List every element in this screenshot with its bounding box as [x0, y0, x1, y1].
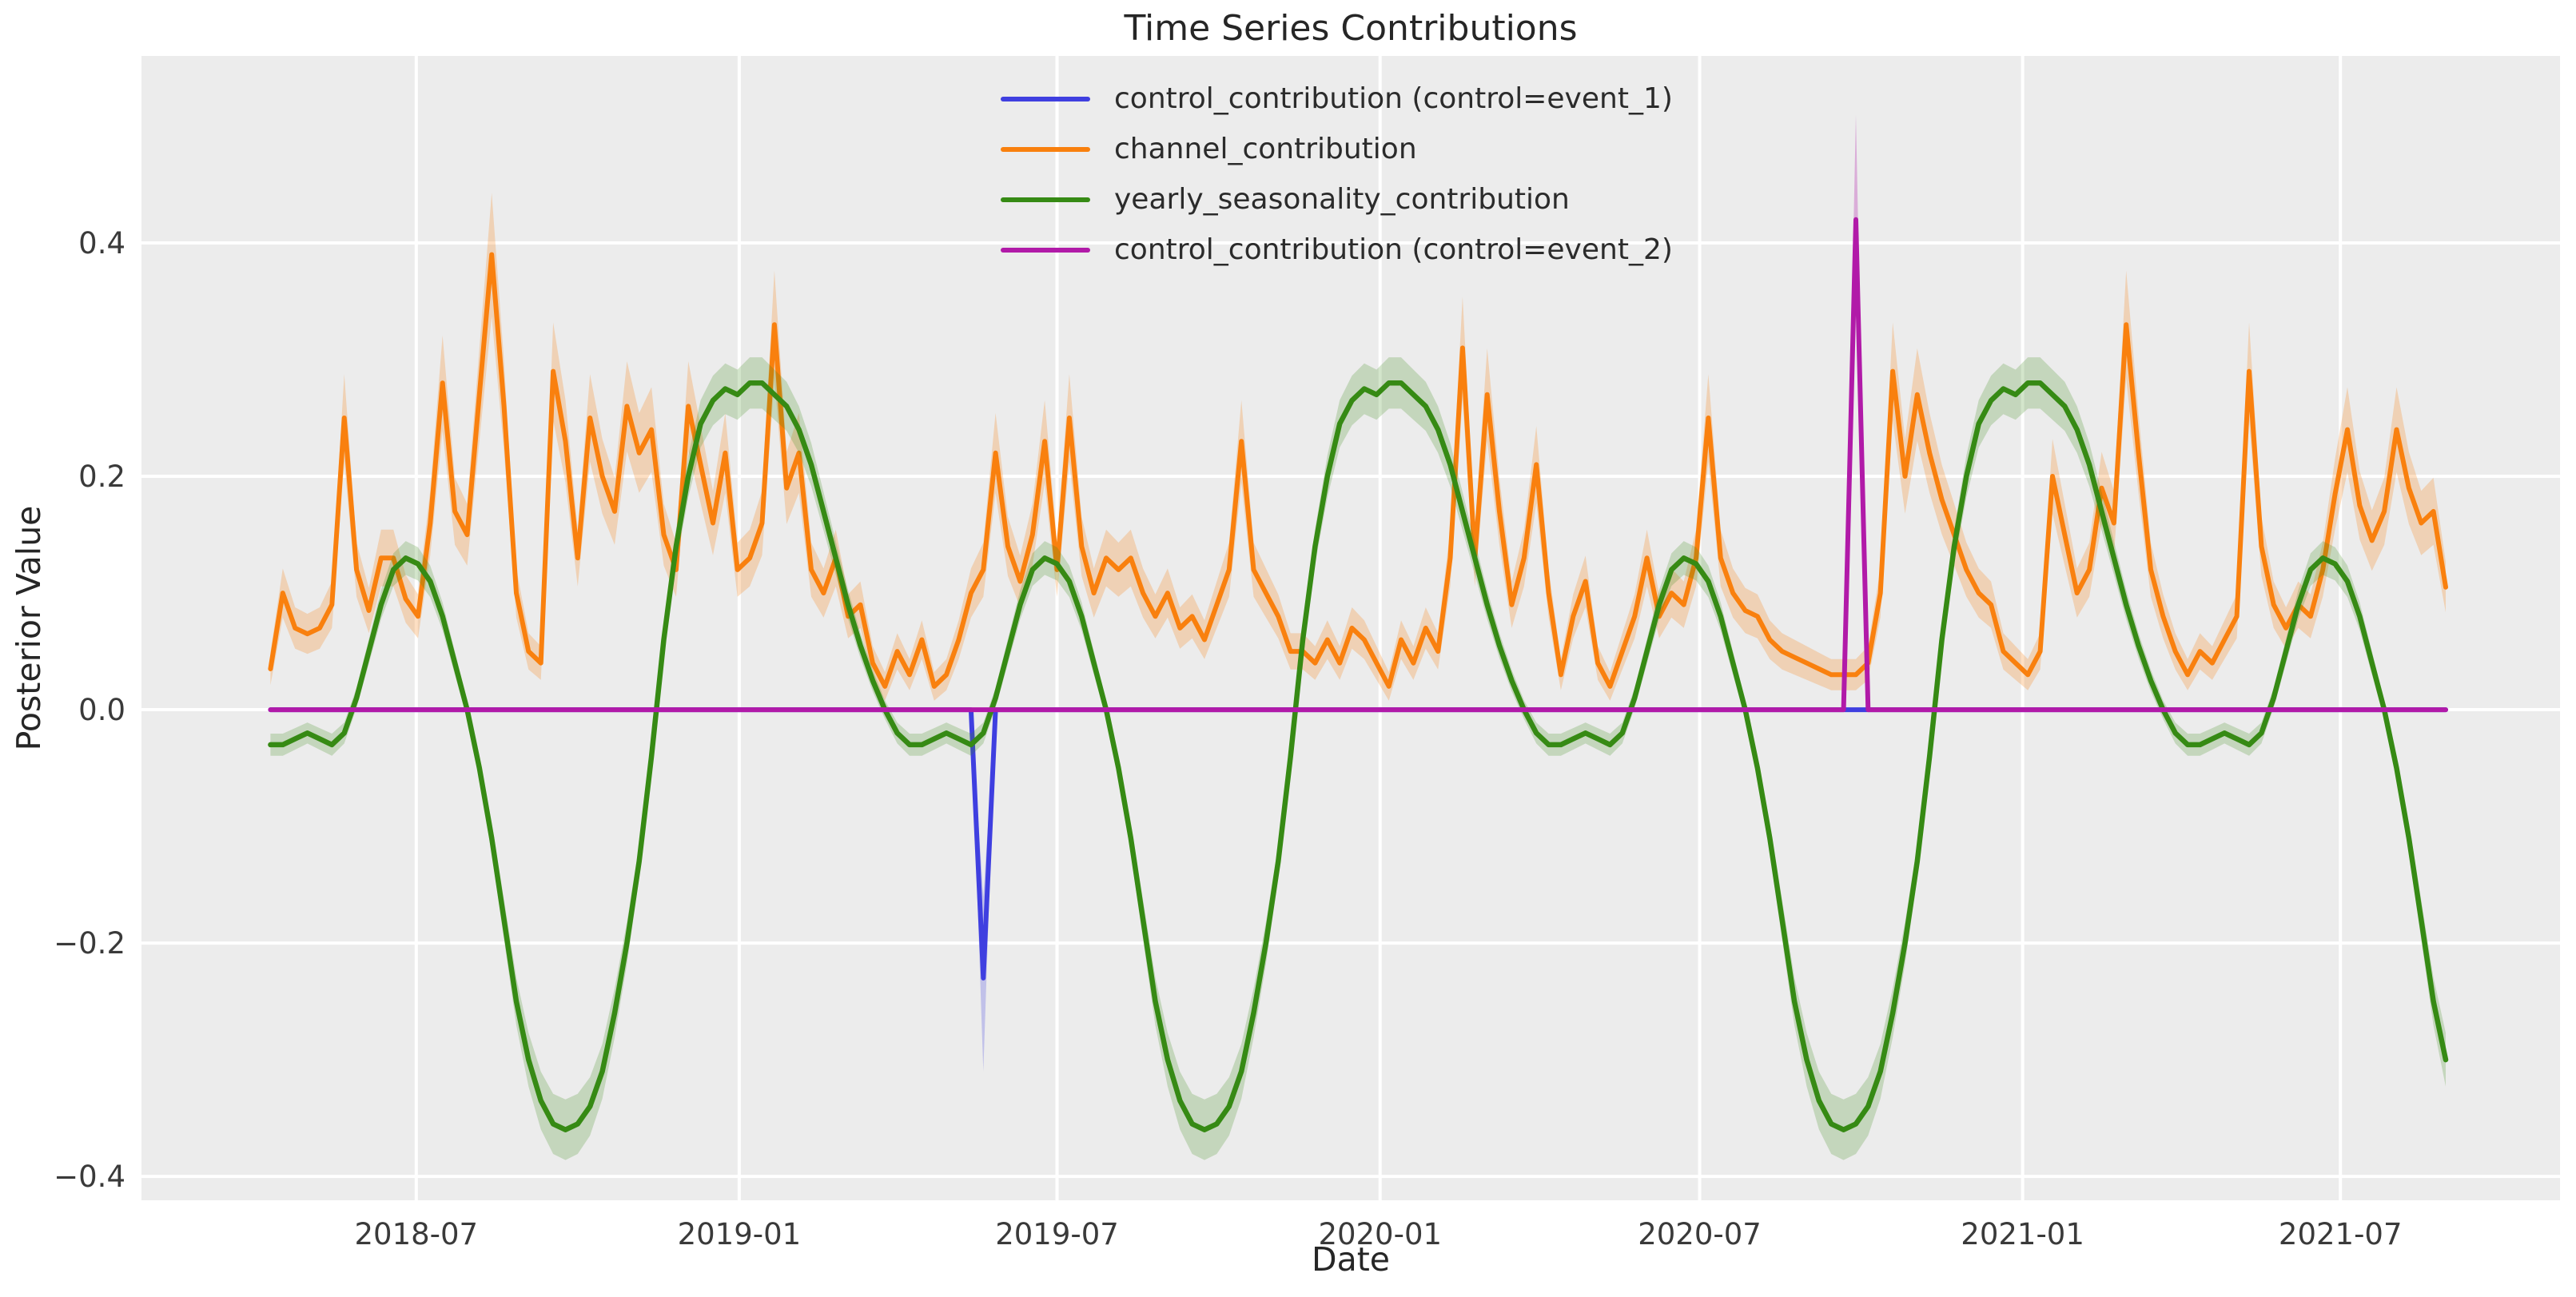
y-axis-label: Posterior Value — [10, 505, 48, 751]
legend-swatch-icon — [1001, 247, 1090, 253]
y-tick-label: 0.2 — [78, 460, 125, 494]
series-control-event-2-line — [268, 217, 2448, 713]
chart-title: Time Series Contributions — [1124, 8, 1578, 49]
legend-item: control_contribution (control=event_1) — [1001, 74, 1673, 124]
series-channel-line — [268, 252, 2448, 689]
legend-swatch-icon — [1001, 96, 1090, 101]
legend-swatch-icon — [1001, 197, 1090, 202]
y-tick-label: 0.0 — [78, 693, 125, 727]
legend-swatch-icon — [1001, 146, 1090, 152]
legend-item: channel_contribution — [1001, 124, 1673, 174]
series-yearly-seasonality-line — [268, 380, 2449, 1132]
legend-label: channel_contribution — [1114, 133, 1417, 165]
legend: control_contribution (control=event_1)ch… — [1001, 74, 1673, 275]
legend-label: yearly_seasonality_contribution — [1114, 183, 1570, 216]
x-tick-label: 2018-07 — [355, 1217, 479, 1251]
x-tick-label: 2019-01 — [678, 1217, 802, 1251]
x-tick-label: 2021-07 — [2279, 1217, 2403, 1251]
x-tick-label: 2019-07 — [995, 1217, 1119, 1251]
y-tick-label: −0.4 — [54, 1160, 125, 1194]
legend-label: control_contribution (control=event_1) — [1114, 82, 1673, 115]
x-axis-label: Date — [1312, 1240, 1390, 1279]
y-tick-label: −0.2 — [54, 926, 125, 961]
x-tick-label: 2020-07 — [1638, 1217, 1762, 1251]
legend-item: yearly_seasonality_contribution — [1001, 174, 1673, 225]
x-tick-label: 2020-01 — [1318, 1217, 1442, 1251]
y-tick-label: 0.4 — [78, 226, 125, 261]
x-tick-label: 2021-01 — [1961, 1217, 2084, 1251]
legend-label: control_contribution (control=event_2) — [1114, 233, 1673, 266]
legend-item: control_contribution (control=event_2) — [1001, 225, 1673, 275]
